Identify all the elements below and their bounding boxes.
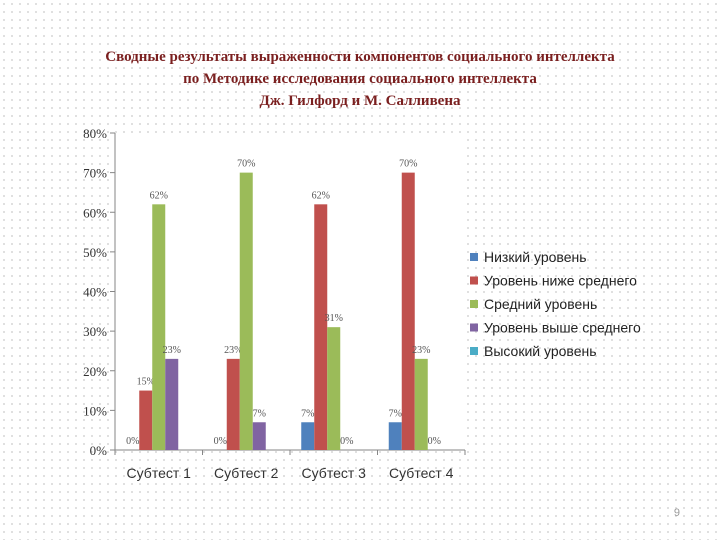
- bar: [388, 422, 402, 450]
- x-tick-label: Субтест 3: [302, 465, 367, 481]
- data-label: 7%: [389, 408, 402, 419]
- legend-label: Низкий уровень: [484, 249, 587, 265]
- title-line-1: Сводные результаты выраженности компонен…: [105, 49, 615, 65]
- y-tick-label: 10%: [83, 403, 107, 418]
- data-label: 23%: [163, 345, 181, 356]
- bar: [252, 422, 266, 450]
- title-line-2: по Методике исследования социального инт…: [183, 71, 537, 87]
- data-label: 62%: [312, 190, 330, 201]
- data-label: 7%: [253, 408, 266, 419]
- x-tick-label: Субтест 1: [127, 465, 192, 481]
- y-tick-label: 80%: [83, 126, 107, 141]
- legend-label: Уровень ниже среднего: [484, 273, 637, 289]
- bar: [165, 358, 179, 450]
- bar: [314, 204, 328, 450]
- y-tick-label: 40%: [83, 285, 107, 300]
- data-label: 23%: [412, 345, 430, 356]
- bar: [301, 422, 315, 450]
- y-tick-label: 20%: [83, 364, 107, 379]
- page-number: 9: [673, 507, 680, 519]
- y-tick-label: 0%: [90, 443, 108, 458]
- bar: [327, 327, 341, 450]
- slide-title: Сводные результаты выраженности компонен…: [0, 46, 720, 112]
- data-label: 0%: [428, 436, 441, 447]
- legend-label: Уровень выше среднего: [484, 320, 641, 336]
- y-tick-label: 60%: [83, 205, 107, 220]
- bar: [239, 172, 253, 450]
- legend-swatch: [470, 253, 478, 261]
- y-tick-label: 70%: [83, 166, 107, 181]
- legend-swatch: [470, 323, 478, 332]
- x-tick-label: Субтест 4: [389, 465, 454, 481]
- legend-label: Высокий уровень: [484, 343, 597, 359]
- legend-swatch: [470, 276, 478, 285]
- bar: [226, 358, 240, 450]
- legend-label: Средний уровень: [484, 296, 597, 312]
- data-label: 7%: [301, 408, 314, 419]
- data-label: 15%: [137, 377, 155, 388]
- legend-swatch: [470, 300, 478, 308]
- data-label: 31%: [325, 313, 343, 324]
- data-label: 70%: [399, 159, 417, 170]
- data-label: 62%: [150, 190, 168, 201]
- x-tick-label: Субтест 2: [214, 465, 279, 481]
- bar: [414, 358, 428, 450]
- legend-swatch: [470, 347, 478, 355]
- data-label: 70%: [237, 159, 255, 170]
- data-label: 23%: [224, 345, 242, 356]
- bar: [401, 172, 415, 450]
- bar: [139, 390, 153, 450]
- title-line-3: Дж. Гилфорд и М. Салливена: [259, 93, 461, 109]
- data-label: 0%: [214, 436, 227, 447]
- data-label: 0%: [340, 436, 353, 447]
- bar: [152, 204, 166, 450]
- data-label: 0%: [126, 436, 139, 447]
- y-tick-label: 30%: [83, 324, 107, 339]
- y-tick-label: 50%: [83, 245, 107, 260]
